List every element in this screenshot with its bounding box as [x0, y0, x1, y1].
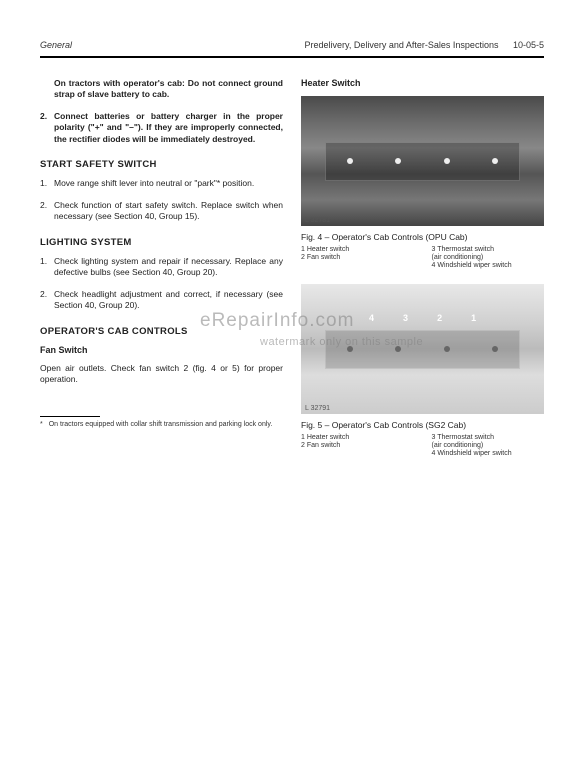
start-item-2: Check function of start safety switch. R…: [40, 200, 283, 223]
fig5-callout: 2: [437, 313, 442, 323]
figure-5-legend: 1 Heater switch 2 Fan switch 3 Thermosta…: [301, 434, 544, 458]
fig4-knob: [347, 158, 353, 164]
fan-switch-subtitle: Fan Switch: [40, 345, 283, 355]
fig4-ref: L 32781: [305, 217, 330, 224]
footnote-star: *: [40, 421, 43, 428]
fig5-callout: 1: [471, 313, 476, 323]
page-number: 10-05-5: [513, 40, 544, 50]
start-safety-title: START SAFETY SWITCH: [40, 159, 283, 170]
fig4-knob: [444, 158, 450, 164]
page-header: General Predelivery, Delivery and After-…: [40, 40, 544, 58]
legend-row: 3 Thermostat switch: [432, 434, 545, 441]
fig5-knob: [444, 346, 450, 352]
start-safety-list: Move range shift lever into neutral or "…: [40, 178, 283, 222]
legend-row: 4 Windshield wiper switch: [432, 450, 545, 457]
fig5-panel: [325, 330, 519, 369]
light-item-1: Check lighting system and repair if nece…: [40, 256, 283, 279]
legend-row: (air conditioning): [432, 442, 545, 449]
light-item-2: Check headlight adjustment and correct, …: [40, 289, 283, 312]
legend-row: 2 Fan switch: [301, 442, 414, 449]
legend-row: 1 Heater switch: [301, 434, 414, 441]
fig4-knob: [395, 158, 401, 164]
figure-5-image: 4 3 2 1 L 32791: [301, 284, 544, 414]
fig5-knob: [347, 346, 353, 352]
legend-row: 2 Fan switch: [301, 254, 414, 261]
content-columns: On tractors with operator's cab: Do not …: [40, 78, 544, 472]
left-column: On tractors with operator's cab: Do not …: [40, 78, 283, 472]
footnote-text: On tractors equipped with collar shift t…: [49, 421, 273, 428]
figure-5-caption: Fig. 5 – Operator's Cab Controls (SG2 Ca…: [301, 420, 544, 430]
footnote: * On tractors equipped with collar shift…: [40, 421, 280, 428]
lighting-list: Check lighting system and repair if nece…: [40, 256, 283, 312]
legend-row: 4 Windshield wiper switch: [432, 262, 545, 269]
right-column: Heater Switch L 32781 Fig. 4 – Operator'…: [301, 78, 544, 472]
fan-switch-para: Open air outlets. Check fan switch 2 (fi…: [40, 363, 283, 386]
fig4-knob: [492, 158, 498, 164]
header-right: Predelivery, Delivery and After-Sales In…: [305, 40, 544, 50]
fig4-legend-right: 3 Thermostat switch (air conditioning) 4…: [432, 246, 545, 270]
fig4-panel: [325, 142, 519, 181]
legend-row: 1 Heater switch: [301, 246, 414, 253]
figure-4-legend: 1 Heater switch 2 Fan switch 3 Thermosta…: [301, 246, 544, 270]
legend-row: (air conditioning): [432, 254, 545, 261]
lighting-title: LIGHTING SYSTEM: [40, 237, 283, 248]
figure-4-image: L 32781: [301, 96, 544, 226]
battery-list: Connect batteries or battery charger in …: [40, 111, 283, 145]
page: General Predelivery, Delivery and After-…: [0, 0, 584, 765]
start-item-1: Move range shift lever into neutral or "…: [40, 178, 283, 189]
battery-item-2: Connect batteries or battery charger in …: [40, 111, 283, 145]
heater-switch-subtitle: Heater Switch: [301, 78, 544, 88]
header-section: General: [40, 40, 72, 50]
fig4-legend-left: 1 Heater switch 2 Fan switch: [301, 246, 414, 270]
legend-row: 3 Thermostat switch: [432, 246, 545, 253]
fig5-ref: L 32791: [305, 405, 330, 412]
fig5-knob: [492, 346, 498, 352]
fig5-callout: 3: [403, 313, 408, 323]
footnote-rule: [40, 416, 100, 417]
fig5-callout: 4: [369, 313, 374, 323]
fig5-knob: [395, 346, 401, 352]
cab-warning: On tractors with operator's cab: Do not …: [40, 78, 283, 101]
fig5-legend-right: 3 Thermostat switch (air conditioning) 4…: [432, 434, 545, 458]
figure-4-caption: Fig. 4 – Operator's Cab Controls (OPU Ca…: [301, 232, 544, 242]
header-title: Predelivery, Delivery and After-Sales In…: [305, 40, 499, 50]
fig5-legend-left: 1 Heater switch 2 Fan switch: [301, 434, 414, 458]
cab-controls-title: OPERATOR'S CAB CONTROLS: [40, 326, 283, 337]
